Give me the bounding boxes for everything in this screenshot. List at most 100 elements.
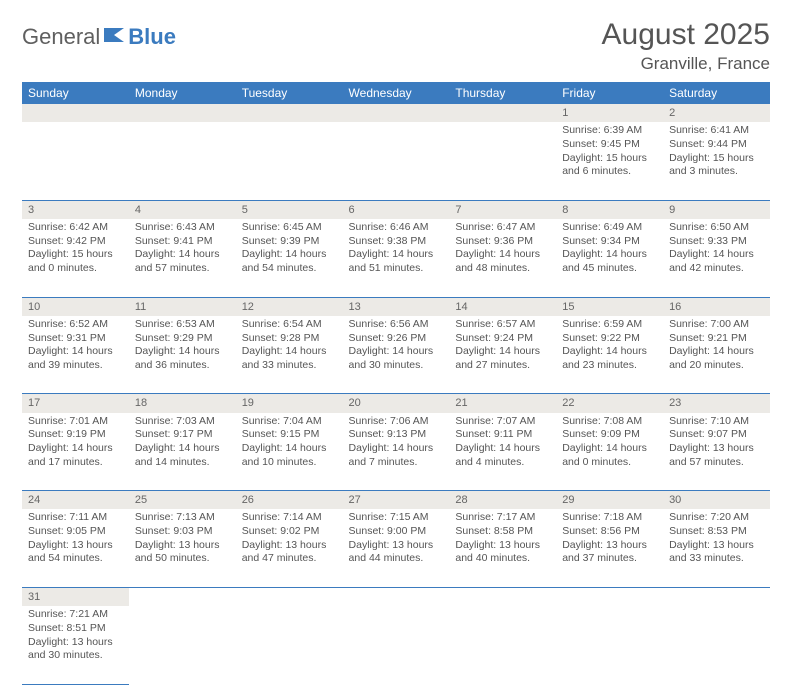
daylight-text: and 39 minutes.: [28, 359, 123, 373]
data-row: Sunrise: 6:39 AMSunset: 9:45 PMDaylight:…: [22, 122, 770, 200]
daylight-text: and 20 minutes.: [669, 359, 764, 373]
data-row: Sunrise: 6:52 AMSunset: 9:31 PMDaylight:…: [22, 316, 770, 394]
day-data-cell: Sunrise: 7:14 AMSunset: 9:02 PMDaylight:…: [236, 509, 343, 587]
daylight-text: and 47 minutes.: [242, 552, 337, 566]
sunrise-text: Sunrise: 7:21 AM: [28, 608, 123, 622]
sunset-text: Sunset: 8:51 PM: [28, 622, 123, 636]
sunset-text: Sunset: 9:36 PM: [455, 235, 550, 249]
daylight-text: and 30 minutes.: [349, 359, 444, 373]
sunset-text: Sunset: 9:38 PM: [349, 235, 444, 249]
day-number-cell: 8: [556, 200, 663, 219]
col-sunday: Sunday: [22, 82, 129, 104]
day-data-cell: Sunrise: 7:06 AMSunset: 9:13 PMDaylight:…: [343, 413, 450, 491]
day-data-cell: Sunrise: 6:56 AMSunset: 9:26 PMDaylight:…: [343, 316, 450, 394]
day-number-cell: [343, 104, 450, 122]
day-number: 13: [349, 301, 361, 313]
sunset-text: Sunset: 9:00 PM: [349, 525, 444, 539]
day-number-cell: [236, 587, 343, 606]
day-number-cell: 18: [129, 394, 236, 413]
col-friday: Friday: [556, 82, 663, 104]
daylight-text: and 57 minutes.: [669, 456, 764, 470]
daylight-text: and 23 minutes.: [562, 359, 657, 373]
sunset-text: Sunset: 9:19 PM: [28, 428, 123, 442]
day-data-cell: Sunrise: 6:57 AMSunset: 9:24 PMDaylight:…: [449, 316, 556, 394]
day-number-cell: 5: [236, 200, 343, 219]
daynum-row: 12: [22, 104, 770, 122]
daylight-text: Daylight: 15 hours: [562, 152, 657, 166]
logo-text-blue: Blue: [128, 24, 176, 50]
sunset-text: Sunset: 9:33 PM: [669, 235, 764, 249]
day-number: 18: [135, 397, 147, 409]
daylight-text: Daylight: 14 hours: [455, 248, 550, 262]
day-number-cell: [343, 587, 450, 606]
day-number: 16: [669, 301, 681, 313]
sunset-text: Sunset: 9:15 PM: [242, 428, 337, 442]
day-number-cell: 17: [22, 394, 129, 413]
logo: General Blue: [22, 24, 176, 50]
daylight-text: and 27 minutes.: [455, 359, 550, 373]
daylight-text: and 30 minutes.: [28, 649, 123, 663]
sunset-text: Sunset: 9:05 PM: [28, 525, 123, 539]
day-number-cell: 14: [449, 297, 556, 316]
sunrise-text: Sunrise: 6:57 AM: [455, 318, 550, 332]
daylight-text: Daylight: 13 hours: [349, 539, 444, 553]
sunrise-text: Sunrise: 6:42 AM: [28, 221, 123, 235]
sunrise-text: Sunrise: 6:53 AM: [135, 318, 230, 332]
day-data-cell: Sunrise: 6:46 AMSunset: 9:38 PMDaylight:…: [343, 219, 450, 297]
sunrise-text: Sunrise: 7:14 AM: [242, 511, 337, 525]
day-number: 21: [455, 397, 467, 409]
day-number: 1: [562, 107, 568, 119]
day-data-cell: Sunrise: 7:03 AMSunset: 9:17 PMDaylight:…: [129, 413, 236, 491]
daylight-text: and 6 minutes.: [562, 165, 657, 179]
day-data-cell: [343, 122, 450, 200]
daylight-text: and 57 minutes.: [135, 262, 230, 276]
day-data-cell: [22, 122, 129, 200]
day-number-cell: 29: [556, 491, 663, 510]
day-data-cell: Sunrise: 6:47 AMSunset: 9:36 PMDaylight:…: [449, 219, 556, 297]
day-number: 11: [135, 301, 146, 313]
daylight-text: and 17 minutes.: [28, 456, 123, 470]
day-number: 31: [28, 591, 40, 603]
daylight-text: and 7 minutes.: [349, 456, 444, 470]
sunrise-text: Sunrise: 6:49 AM: [562, 221, 657, 235]
daylight-text: and 44 minutes.: [349, 552, 444, 566]
daylight-text: Daylight: 13 hours: [669, 442, 764, 456]
sunrise-text: Sunrise: 6:50 AM: [669, 221, 764, 235]
sunrise-text: Sunrise: 7:17 AM: [455, 511, 550, 525]
day-data-cell: Sunrise: 6:41 AMSunset: 9:44 PMDaylight:…: [663, 122, 770, 200]
daylight-text: and 50 minutes.: [135, 552, 230, 566]
daylight-text: and 4 minutes.: [455, 456, 550, 470]
day-number-cell: [556, 587, 663, 606]
sunset-text: Sunset: 9:29 PM: [135, 332, 230, 346]
daylight-text: Daylight: 14 hours: [135, 345, 230, 359]
day-data-cell: Sunrise: 6:42 AMSunset: 9:42 PMDaylight:…: [22, 219, 129, 297]
sunrise-text: Sunrise: 6:39 AM: [562, 124, 657, 138]
day-number: 23: [669, 397, 681, 409]
day-number: 15: [562, 301, 574, 313]
sunset-text: Sunset: 9:17 PM: [135, 428, 230, 442]
daynum-row: 17181920212223: [22, 394, 770, 413]
day-number: 8: [562, 204, 568, 216]
sunrise-text: Sunrise: 6:56 AM: [349, 318, 444, 332]
day-number-cell: [22, 104, 129, 122]
page-header: General Blue August 2025 Granville, Fran…: [22, 18, 770, 74]
day-data-cell: Sunrise: 7:00 AMSunset: 9:21 PMDaylight:…: [663, 316, 770, 394]
day-data-cell: [343, 606, 450, 684]
day-number-cell: 3: [22, 200, 129, 219]
sunrise-text: Sunrise: 7:15 AM: [349, 511, 444, 525]
daylight-text: Daylight: 14 hours: [455, 442, 550, 456]
daylight-text: and 37 minutes.: [562, 552, 657, 566]
sunrise-text: Sunrise: 7:01 AM: [28, 415, 123, 429]
sunset-text: Sunset: 9:07 PM: [669, 428, 764, 442]
day-number: 12: [242, 301, 254, 313]
daylight-text: Daylight: 14 hours: [242, 248, 337, 262]
daynum-row: 31: [22, 587, 770, 606]
location: Granville, France: [602, 54, 770, 74]
day-data-cell: Sunrise: 6:49 AMSunset: 9:34 PMDaylight:…: [556, 219, 663, 297]
daylight-text: and 54 minutes.: [242, 262, 337, 276]
day-data-cell: Sunrise: 6:39 AMSunset: 9:45 PMDaylight:…: [556, 122, 663, 200]
daylight-text: and 42 minutes.: [669, 262, 764, 276]
day-number: 24: [28, 494, 40, 506]
calendar-table: Sunday Monday Tuesday Wednesday Thursday…: [22, 82, 770, 685]
day-number: 28: [455, 494, 467, 506]
